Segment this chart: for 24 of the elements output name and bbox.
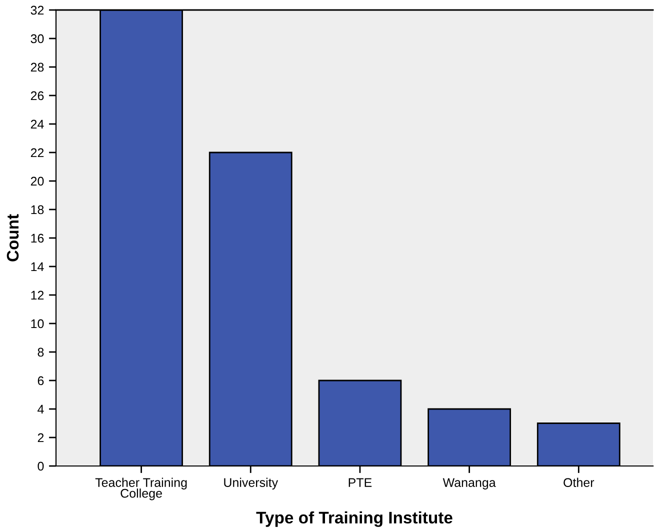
y-tick-label: 16 xyxy=(31,234,44,243)
y-tick-label: 32 xyxy=(30,6,44,15)
y-tick-label: 26 xyxy=(30,91,44,100)
y-tick-label: 0 xyxy=(38,462,44,471)
y-tick-label: 18 xyxy=(31,205,44,214)
y-tick-label: 14 xyxy=(31,262,44,272)
y-tick-label: 2 xyxy=(38,433,44,442)
x-tick-label: Teacher Training College xyxy=(95,478,187,500)
x-tick-label: PTE xyxy=(348,478,372,487)
y-axis-title: Count xyxy=(6,214,19,262)
y-tick-label: 8 xyxy=(38,348,44,357)
x-tick-label: Other xyxy=(564,478,594,487)
y-tick-label: 22 xyxy=(30,148,44,158)
y-tick-label: 24 xyxy=(30,120,44,129)
x-tick-label: Wananga xyxy=(442,478,496,490)
y-tick-label: 28 xyxy=(30,62,44,72)
y-tick-label: 30 xyxy=(30,34,44,44)
x-tick-label: University xyxy=(224,478,278,490)
y-tick-label: 12 xyxy=(31,290,44,300)
y-tick-label: 6 xyxy=(38,376,44,386)
y-tick-label: 4 xyxy=(38,404,44,414)
y-tick-label: 20 xyxy=(30,176,44,186)
x-axis-title: Type of Training Institute xyxy=(256,511,452,527)
y-tick-label: 10 xyxy=(31,319,44,328)
